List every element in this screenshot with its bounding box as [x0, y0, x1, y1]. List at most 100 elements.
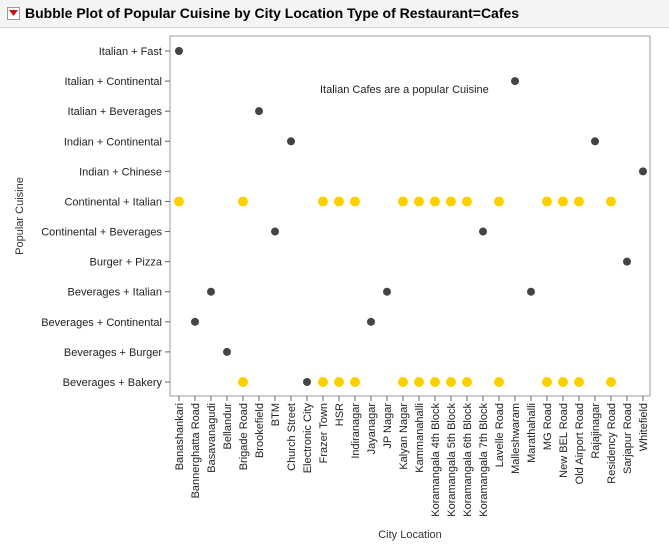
data-point — [367, 317, 375, 326]
plot-frame — [169, 35, 651, 397]
data-point — [591, 137, 599, 146]
highlight-point — [462, 196, 472, 207]
y-tick-label: Italian + Beverages — [68, 106, 163, 118]
y-axis-label: Popular Cuisine — [14, 177, 26, 255]
x-tick-label: Brookefield — [254, 403, 266, 458]
x-tick-label: Indiranagar — [350, 403, 362, 459]
data-point — [223, 347, 231, 356]
plot-annotation: Italian Cafes are a popular Cuisine — [320, 84, 489, 96]
x-tick-label: Kammanahalli — [414, 403, 426, 473]
x-tick-label: Church Street — [286, 403, 298, 471]
data-point — [511, 77, 519, 86]
data-point — [383, 287, 391, 296]
data-point — [207, 287, 215, 296]
x-tick-label: BTM — [270, 403, 282, 426]
y-tick-label: Continental + Beverages — [41, 227, 162, 239]
y-tick-label: Beverages + Italian — [68, 287, 162, 299]
data-point — [191, 317, 199, 326]
highlight-point — [430, 377, 440, 387]
x-tick-label: Lavelle Road — [494, 403, 506, 467]
highlight-point — [398, 196, 408, 207]
x-tick-label: Frazer Town — [318, 403, 330, 463]
highlight-point — [350, 196, 360, 207]
triangle-down-icon — [9, 10, 18, 16]
x-tick-label: Residency Road — [606, 403, 618, 484]
data-point — [271, 227, 279, 236]
y-tick-label: Italian + Fast — [99, 46, 162, 58]
report-header: Bubble Plot of Popular Cuisine by City L… — [0, 0, 669, 28]
data-point — [479, 227, 487, 236]
x-axis: Banashankari Bannerghatta Road Basavanagud… — [174, 396, 650, 517]
highlight-point — [334, 377, 344, 387]
x-tick-label: Koramangala 5th Block — [446, 403, 458, 517]
data-point — [287, 137, 295, 146]
highlight-point — [238, 377, 248, 387]
x-tick-label: Whitefield — [638, 403, 650, 451]
y-tick-label: Indian + Continental — [64, 136, 162, 148]
x-tick-label: Marathahalli — [526, 403, 538, 463]
x-tick-label: Rajajinagar — [590, 403, 602, 459]
x-tick-label: JP Nagar — [382, 403, 394, 449]
highlight-points — [174, 196, 616, 387]
y-tick-label: Indian + Chinese — [79, 166, 162, 178]
highlight-point — [174, 196, 184, 207]
data-point — [175, 47, 183, 55]
x-axis-label: City Location — [378, 529, 442, 541]
highlight-point — [542, 377, 552, 387]
y-tick-label: Beverages + Burger — [64, 347, 162, 359]
collapse-toggle-button[interactable] — [7, 7, 20, 20]
x-tick-label: Basavanagudi — [206, 403, 218, 473]
x-tick-label: Malleshwaram — [510, 403, 522, 474]
data-point — [303, 378, 311, 386]
y-tick-label: Italian + Continental — [64, 76, 162, 88]
highlight-point — [606, 377, 616, 387]
highlight-point — [430, 196, 440, 207]
highlight-point — [238, 196, 248, 207]
highlight-point — [574, 196, 584, 207]
data-point — [623, 257, 631, 266]
highlight-point — [398, 377, 408, 387]
x-tick-label: Koramangala 4th Block — [430, 403, 442, 517]
data-point — [255, 107, 263, 116]
y-tick-label: Burger + Pizza — [90, 257, 163, 269]
highlight-point — [318, 196, 328, 207]
x-tick-label: Koramangala 6th Block — [462, 403, 474, 517]
highlight-point — [542, 196, 552, 207]
y-tick-label: Continental + Italian — [64, 196, 162, 208]
x-tick-label: Banashankari — [174, 403, 186, 470]
highlight-point — [334, 196, 344, 207]
highlight-point — [558, 196, 568, 207]
highlight-point — [494, 196, 504, 207]
y-tick-label: Beverages + Bakery — [63, 377, 163, 389]
highlight-point — [414, 377, 424, 387]
x-tick-label: Koramangala 7th Block — [478, 403, 490, 517]
report-title: Bubble Plot of Popular Cuisine by City L… — [25, 5, 520, 21]
highlight-point — [462, 377, 472, 387]
highlight-point — [558, 377, 568, 387]
x-tick-label: Bannerghatta Road — [190, 403, 202, 498]
highlight-point — [350, 377, 360, 387]
data-point — [639, 167, 647, 176]
x-tick-label: HSR — [334, 403, 346, 426]
x-tick-label: New BEL Road — [558, 403, 570, 478]
x-tick-label: Jayanagar — [366, 403, 378, 455]
x-tick-label: Old Airport Road — [574, 403, 586, 484]
highlight-point — [574, 377, 584, 387]
highlight-point — [494, 377, 504, 387]
x-tick-label: Bellandur — [222, 403, 234, 450]
y-axis: Italian + Fast Italian + Continental Itali… — [41, 46, 170, 389]
x-tick-label: Brigade Road — [238, 403, 250, 470]
y-tick-label: Beverages + Continental — [41, 317, 162, 329]
data-point — [527, 287, 535, 296]
dark-points — [175, 47, 647, 386]
x-tick-label: MG Road — [542, 403, 554, 450]
x-tick-label: Electronic City — [302, 403, 314, 474]
highlight-point — [414, 196, 424, 207]
highlight-point — [606, 196, 616, 207]
x-tick-label: Kalyan Nagar — [398, 403, 410, 470]
highlight-point — [318, 377, 328, 387]
x-tick-label: Sarjapur Road — [622, 403, 634, 474]
highlight-point — [446, 377, 456, 387]
highlight-point — [446, 196, 456, 207]
